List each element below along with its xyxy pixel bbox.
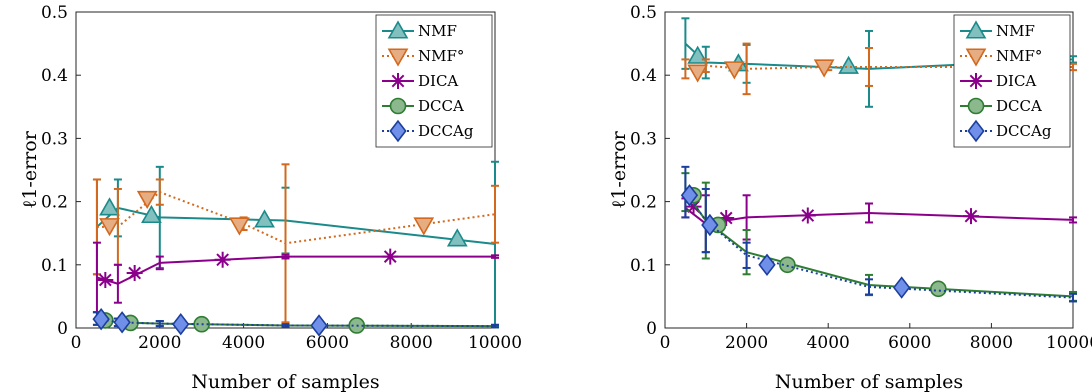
legend: NMF NMF° DICA DCCA DCCAg: [375, 14, 493, 148]
y-tick-label: 0: [57, 319, 68, 339]
y-tick-label: 0.5: [41, 3, 68, 23]
data-marker: [97, 271, 114, 288]
series-line: [684, 191, 1074, 299]
right-chart: 0 2000 4000 6000 8000 10000 0 0.1 0.2 0.3 0.4 0.5 Nu…: [608, 3, 1092, 392]
data-marker: [413, 217, 435, 236]
data-marker: [680, 184, 699, 207]
data-marker: [687, 64, 709, 83]
data-marker: [723, 61, 745, 80]
legend-marker: [389, 119, 407, 143]
y-tick-label: 0.5: [630, 3, 657, 23]
series-DCCA: [92, 311, 499, 334]
y-axis-label: ℓ1-error: [19, 130, 41, 208]
data-marker: [930, 280, 947, 298]
data-marker: [136, 190, 158, 210]
data-marker: [758, 253, 776, 277]
legend-marker: [387, 20, 409, 39]
data-marker: [799, 207, 816, 224]
legend: NMF NMF° DICA DCCA DCCAg: [953, 14, 1071, 148]
x-tick-label: 4000: [807, 333, 850, 353]
data-marker: [813, 59, 835, 78]
x-tick-label: 8000: [390, 333, 433, 353]
data-marker: [892, 276, 911, 299]
data-marker: [779, 256, 796, 274]
data-marker: [172, 312, 190, 336]
x-tick-label: 8000: [970, 333, 1013, 353]
series-line: [96, 206, 496, 245]
series-DCCAg: [680, 165, 1077, 303]
legend-label: DCCAg: [996, 122, 1052, 140]
series-NMF°: [92, 163, 499, 324]
data-marker: [254, 209, 275, 228]
y-axis-label: ℓ1-error: [608, 130, 630, 208]
y-tick-label: 0.3: [630, 129, 657, 149]
legend-label: DCCA: [996, 97, 1042, 115]
data-marker: [382, 248, 399, 265]
x-tick-label: 2000: [725, 333, 768, 353]
legend-label: NMF°: [418, 47, 464, 65]
legend-label: NMF: [996, 22, 1035, 40]
series-line: [684, 207, 1074, 225]
legend-marker: [968, 73, 984, 89]
x-tick-label: 10000: [468, 333, 522, 353]
data-marker: [141, 204, 162, 224]
data-marker: [838, 55, 859, 74]
y-tick-label: 0.2: [41, 193, 68, 213]
x-tick-label: 10000: [1046, 333, 1092, 353]
data-marker: [701, 213, 719, 237]
legend-label: DCCA: [418, 97, 464, 115]
x-tick-label: 0: [660, 333, 671, 353]
y-tick-label: 0.3: [41, 129, 68, 149]
data-marker: [214, 251, 231, 268]
series-DCCA: [681, 172, 1077, 302]
series-DICA: [681, 194, 1077, 254]
data-marker: [113, 311, 131, 334]
legend-marker: [387, 48, 409, 67]
data-marker: [446, 228, 468, 247]
series-DCCAg: [92, 307, 499, 337]
legend-label: DCCAg: [418, 122, 474, 140]
data-marker: [229, 217, 250, 236]
legend-label: DICA: [996, 72, 1036, 90]
series-line: [96, 317, 496, 328]
plot-frame: [664, 11, 1074, 329]
series-DICA: [92, 241, 499, 314]
legend-label: DICA: [418, 72, 458, 90]
data-marker: [310, 314, 328, 337]
x-tick-label: 2000: [138, 333, 181, 353]
x-axis-label: Number of samples: [775, 371, 963, 392]
x-tick-label: 6000: [888, 333, 931, 353]
series-NMF: [92, 160, 499, 328]
x-axis-label: Number of samples: [191, 371, 379, 392]
y-tick-label: 0.4: [41, 66, 68, 86]
y-tick-label: 0.1: [630, 256, 657, 276]
x-tick-label: 6000: [306, 333, 349, 353]
data-marker: [99, 218, 120, 237]
y-tick-label: 0.1: [41, 256, 68, 276]
data-marker: [718, 210, 735, 227]
data-marker: [126, 265, 143, 282]
legend-marker: [967, 119, 985, 143]
legend-label: NMF°: [996, 47, 1042, 65]
legend-marker: [390, 73, 406, 89]
y-tick-label: 0: [646, 319, 657, 339]
y-tick-label: 0.4: [630, 66, 657, 86]
data-marker: [92, 307, 110, 331]
legend-label: NMF: [418, 22, 457, 40]
data-marker: [685, 198, 702, 215]
x-tick-label: 0: [71, 333, 82, 353]
legend-marker: [965, 20, 987, 39]
data-marker: [963, 208, 979, 225]
left-chart: 0 2000 4000 6000 8000 10000 0 0.1 0.2 0.3 0.4 0.5 Nu…: [19, 3, 522, 392]
x-tick-label: 4000: [222, 333, 265, 353]
data-marker: [99, 197, 120, 216]
series-NMF°: [681, 42, 1077, 96]
series-line: [684, 191, 1074, 298]
legend-marker: [965, 48, 987, 67]
y-tick-label: 0.2: [630, 193, 657, 213]
series-line: [96, 190, 496, 245]
legend-marker: [389, 97, 407, 115]
legend-marker: [967, 97, 985, 115]
